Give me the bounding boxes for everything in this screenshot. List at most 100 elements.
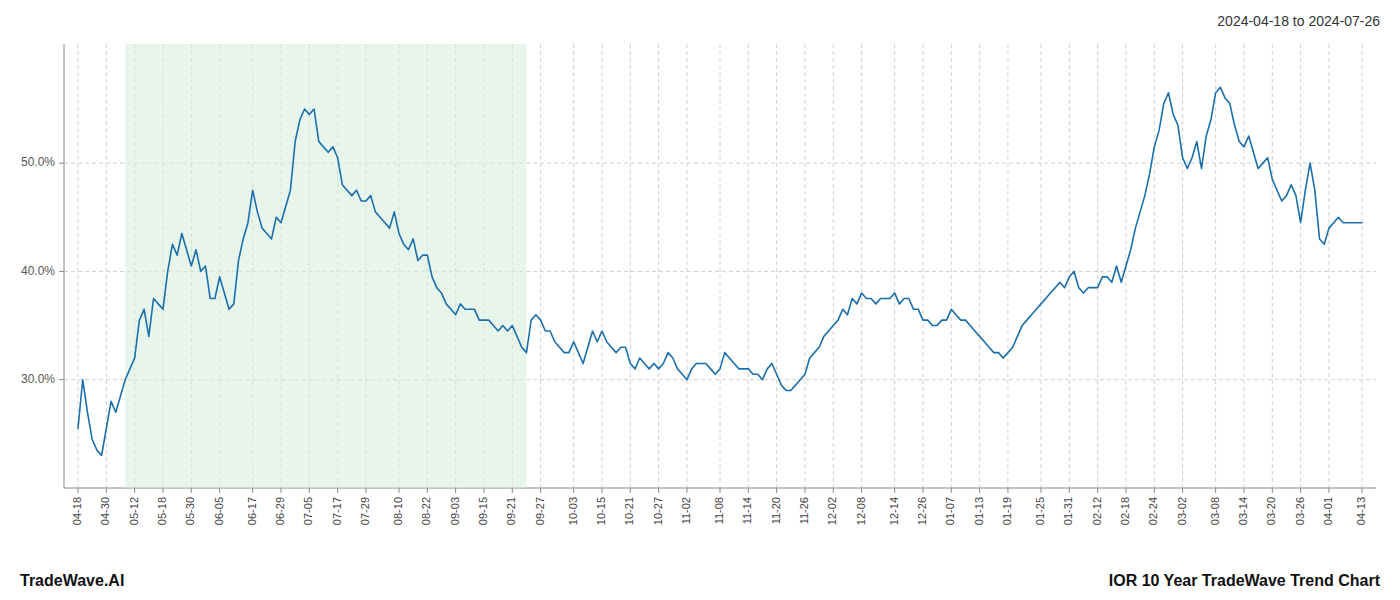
x-grid-line — [1272, 44, 1273, 488]
x-tick-label: 07-17 — [331, 497, 343, 525]
x-tick — [280, 488, 281, 493]
x-tick — [601, 488, 602, 493]
x-tick — [1041, 488, 1042, 493]
x-tick-label: 03-20 — [1265, 497, 1277, 525]
x-tick-label: 04-01 — [1322, 497, 1334, 525]
x-grid-line — [658, 44, 659, 488]
x-tick-label: 11-26 — [798, 497, 810, 524]
axes: 30.0%40.0%50.0%04-1804-3005-1205-1805-30… — [21, 44, 1376, 525]
x-grid-line — [1362, 44, 1363, 488]
x-tick — [776, 488, 777, 493]
x-grid-line — [979, 44, 980, 488]
x-grid-line — [720, 44, 721, 488]
x-tick — [1300, 488, 1301, 493]
x-grid-line — [951, 44, 952, 488]
x-tick — [106, 488, 107, 493]
x-tick-label: 02-12 — [1091, 497, 1103, 525]
x-tick — [686, 488, 687, 493]
x-tick-label: 09-03 — [449, 497, 461, 525]
x-tick-label: 03-02 — [1176, 497, 1188, 525]
x-grid-line — [1041, 44, 1042, 488]
x-tick — [162, 488, 163, 493]
x-grid-line — [776, 44, 777, 488]
x-tick — [512, 488, 513, 493]
x-tick-label: 06-29 — [274, 497, 286, 525]
footer-left: TradeWave.AI — [20, 572, 124, 589]
x-tick — [894, 488, 895, 493]
x-grid-line — [601, 44, 602, 488]
x-grid-line — [1007, 44, 1008, 488]
x-tick — [483, 488, 484, 493]
x-grid-line — [1097, 44, 1098, 488]
x-tick — [134, 488, 135, 493]
x-tick-label: 03-08 — [1209, 497, 1221, 525]
x-grid-line — [1182, 44, 1183, 488]
x-tick-label: 09-21 — [505, 497, 517, 525]
x-tick-label: 05-18 — [156, 497, 168, 525]
title: 2024-04-18 to 2024-07-26 — [1217, 13, 1380, 29]
y-tick — [59, 271, 64, 272]
x-grid-line — [1300, 44, 1301, 488]
x-tick — [979, 488, 980, 493]
x-tick-label: 06-05 — [213, 497, 225, 525]
shaded-span — [125, 44, 526, 488]
x-grid-line — [748, 44, 749, 488]
y-tick-label: 40.0% — [21, 264, 55, 278]
y-tick — [59, 379, 64, 380]
trend-line — [78, 87, 1362, 455]
x-tick — [1069, 488, 1070, 493]
x-tick — [748, 488, 749, 493]
x-tick-label: 05-30 — [184, 497, 196, 525]
y-tick — [59, 163, 64, 164]
x-tick-label: 04-18 — [71, 497, 83, 525]
x-tick-label: 06-17 — [246, 497, 258, 525]
x-tick-label: 01-19 — [1001, 497, 1013, 525]
x-tick — [219, 488, 220, 493]
x-tick — [922, 488, 923, 493]
plot-area — [78, 44, 1362, 488]
x-tick — [540, 488, 541, 493]
x-grid-line — [1215, 44, 1216, 488]
x-tick-label: 11-20 — [770, 497, 782, 524]
x-tick — [720, 488, 721, 493]
x-tick-label: 09-27 — [534, 497, 546, 525]
x-grid-line — [630, 44, 631, 488]
x-grid-line — [1328, 44, 1329, 488]
x-tick — [191, 488, 192, 493]
x-grid-line — [833, 44, 834, 488]
x-tick — [1182, 488, 1183, 493]
x-tick-label: 05-12 — [128, 497, 140, 525]
x-grid-line — [1069, 44, 1070, 488]
x-tick-label: 12-08 — [855, 497, 867, 525]
x-tick-label: 08-22 — [420, 497, 432, 525]
footer-right: IOR 10 Year TradeWave Trend Chart — [1109, 572, 1381, 589]
x-tick-label: 03-26 — [1294, 497, 1306, 525]
x-tick-label: 03-14 — [1237, 497, 1249, 525]
x-tick — [833, 488, 834, 493]
chart-container: 30.0%40.0%50.0%04-1804-3005-1205-1805-30… — [0, 0, 1400, 600]
x-tick-label: 11-08 — [713, 497, 725, 524]
chart: 30.0%40.0%50.0%04-1804-3005-1205-1805-30… — [0, 0, 1400, 600]
x-grid-line — [894, 44, 895, 488]
x-tick-label: 01-07 — [944, 497, 956, 525]
x-tick-label: 07-29 — [359, 497, 371, 525]
x-tick — [399, 488, 400, 493]
x-tick-label: 02-18 — [1119, 497, 1131, 525]
x-grid-line — [1243, 44, 1244, 488]
x-tick-label: 02-24 — [1147, 497, 1159, 525]
x-tick — [1328, 488, 1329, 493]
x-tick-label: 10-27 — [652, 497, 664, 525]
x-grid-line — [106, 44, 107, 488]
y-tick-label: 50.0% — [21, 155, 55, 169]
x-tick-label: 08-10 — [392, 497, 404, 525]
x-tick — [658, 488, 659, 493]
x-tick — [1272, 488, 1273, 493]
x-tick-label: 01-31 — [1062, 497, 1074, 525]
x-tick-label: 09-15 — [477, 497, 489, 525]
x-tick — [337, 488, 338, 493]
x-tick — [309, 488, 310, 493]
x-tick — [252, 488, 253, 493]
x-tick — [573, 488, 574, 493]
x-tick — [1362, 488, 1363, 493]
x-grid-line — [804, 44, 805, 488]
